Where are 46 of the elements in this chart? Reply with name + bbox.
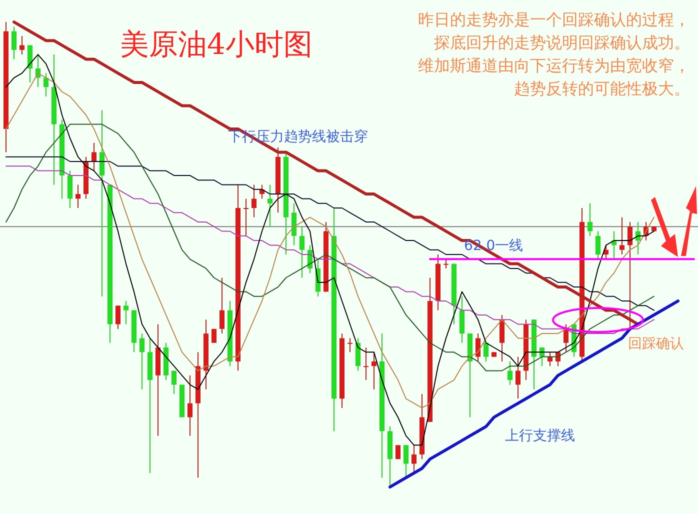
candlestick [364, 347, 368, 381]
candlestick [596, 230, 600, 260]
candlestick [396, 444, 400, 460]
candlestick [212, 328, 216, 344]
annotation: 维加斯通道由向下运行转为由宽收窄， [418, 56, 690, 75]
candlestick [444, 258, 448, 269]
candlestick [300, 226, 304, 278]
candlestick [620, 216, 624, 255]
candlestick [44, 72, 48, 97]
candlestick [500, 314, 504, 362]
chart-title: 美原油4小时图 [120, 27, 312, 61]
candlestick [116, 305, 120, 330]
candlestick [404, 444, 408, 478]
candlestick [172, 370, 176, 394]
candlestick [476, 333, 480, 362]
candlestick [28, 44, 32, 83]
candlestick [252, 184, 256, 218]
candlestick [516, 356, 520, 400]
candlestick [20, 35, 24, 56]
annotation: 上行支撑线 [505, 428, 575, 444]
annotation: 趋势反转的可能性极大。 [514, 79, 690, 98]
candlestick [220, 277, 224, 334]
candlestick [484, 342, 488, 362]
candlestick [588, 202, 592, 236]
annotation: 昨日的走势亦是一个回踩确认的过程， [418, 10, 690, 29]
candlestick [140, 333, 144, 390]
candlestick [92, 142, 96, 172]
candlestick [12, 26, 16, 60]
candlestick [76, 184, 80, 208]
annotation: 探底回升的走势说明回踩确认成功。 [434, 33, 690, 52]
candlestick [564, 324, 568, 353]
candlestick [100, 110, 104, 297]
candlestick [292, 202, 296, 246]
candlestick [628, 221, 632, 330]
candlestick [124, 300, 128, 325]
candlestick [508, 360, 512, 386]
candlestick [460, 296, 464, 344]
candlestick [412, 444, 416, 474]
candlestick [356, 338, 360, 372]
annotation: 回踩确认 [628, 336, 684, 352]
candlestick [348, 338, 352, 353]
candlestick [244, 198, 248, 236]
candlestick [372, 352, 376, 390]
candlestick [188, 374, 192, 436]
candlestick [268, 184, 272, 228]
candlestick [68, 170, 72, 208]
